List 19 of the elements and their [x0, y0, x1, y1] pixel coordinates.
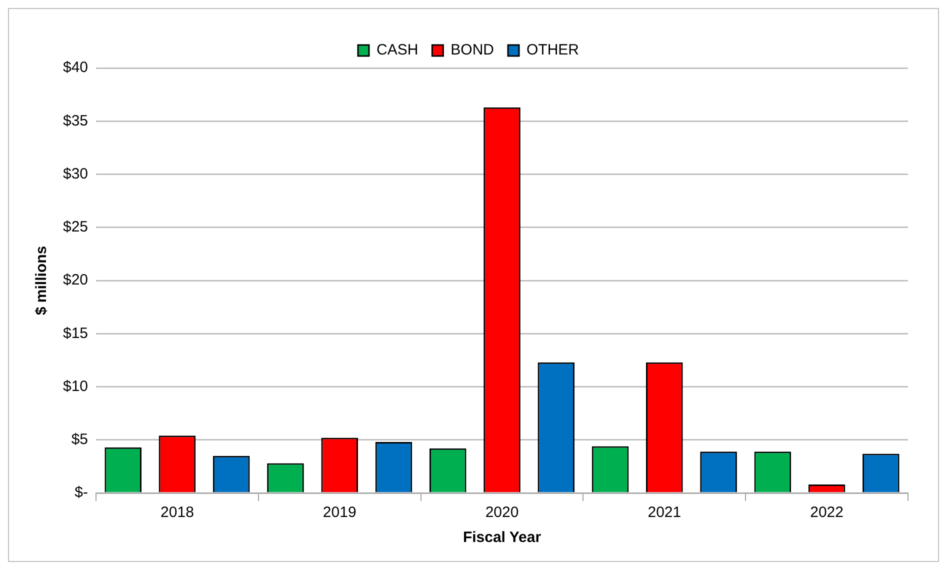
- x-tick-label: 2018: [160, 504, 194, 522]
- x-tick-label: 2022: [810, 504, 844, 522]
- y-tick-label: $40: [62, 59, 88, 76]
- y-tick-label: $5: [71, 431, 88, 448]
- y-tick-label: $15: [62, 324, 88, 342]
- x-axis-title: Fiscal Year: [462, 529, 542, 546]
- x-tick-label: 2021: [648, 504, 682, 522]
- y-tick-label: $30: [62, 165, 88, 182]
- y-tick-label: $35: [62, 112, 88, 130]
- legend-label: BOND: [450, 42, 494, 59]
- legend-label: OTHER: [526, 42, 580, 59]
- y-axis-title: $ millions: [33, 246, 50, 316]
- y-tick-label: $-: [74, 484, 88, 502]
- y-tick-label: $10: [62, 378, 88, 395]
- y-tick-label: $20: [62, 272, 88, 289]
- x-tick-label: 2020: [485, 504, 519, 522]
- y-tick-label: $25: [62, 218, 88, 236]
- legend-label: CASH: [376, 42, 418, 59]
- x-tick-label: 2019: [322, 504, 356, 522]
